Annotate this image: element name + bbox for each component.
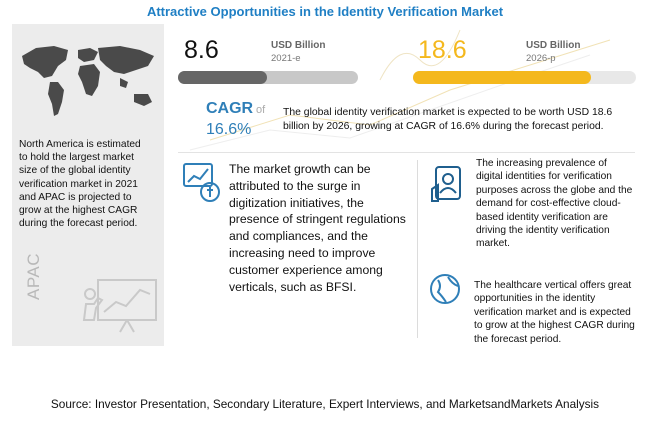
source-caption: Source: Investor Presentation, Secondary…	[50, 397, 600, 411]
bar-fill-2026	[413, 71, 592, 84]
growth-chart-icon	[183, 163, 220, 202]
section-divider	[178, 152, 635, 153]
unit-2026: USD Billion	[526, 40, 581, 51]
year-2026: 2026-p	[526, 53, 556, 64]
page-title: Attractive Opportunities in the Identity…	[146, 4, 504, 19]
market-value-2021: 8.6	[184, 36, 219, 64]
market-value-2026: 18.6	[418, 36, 467, 64]
cagr-of: of	[256, 104, 266, 116]
identity-card-icon	[431, 166, 461, 202]
year-2021: 2021-e	[271, 53, 301, 64]
globe-icon	[430, 274, 460, 304]
cagr-label: CAGR	[206, 100, 254, 117]
bar-fill-2021	[178, 71, 267, 84]
healthcare-insight-text: The healthcare vertical offers great opp…	[474, 280, 635, 345]
cagr-description: The global identity verification market …	[283, 107, 613, 132]
growth-insight-text: The market growth can be attributed to t…	[229, 162, 406, 294]
north-america-summary: North America is estimated to hold the l…	[19, 139, 141, 230]
column-divider	[417, 160, 418, 338]
unit-2021: USD Billion	[271, 40, 326, 51]
identity-insight-text: The increasing prevalence of digital ide…	[476, 158, 633, 250]
presentation-board-icon	[82, 279, 157, 333]
apac-label: APAC	[24, 252, 43, 300]
cagr-value: 16.6%	[206, 121, 252, 138]
world-map-icon	[22, 46, 154, 116]
